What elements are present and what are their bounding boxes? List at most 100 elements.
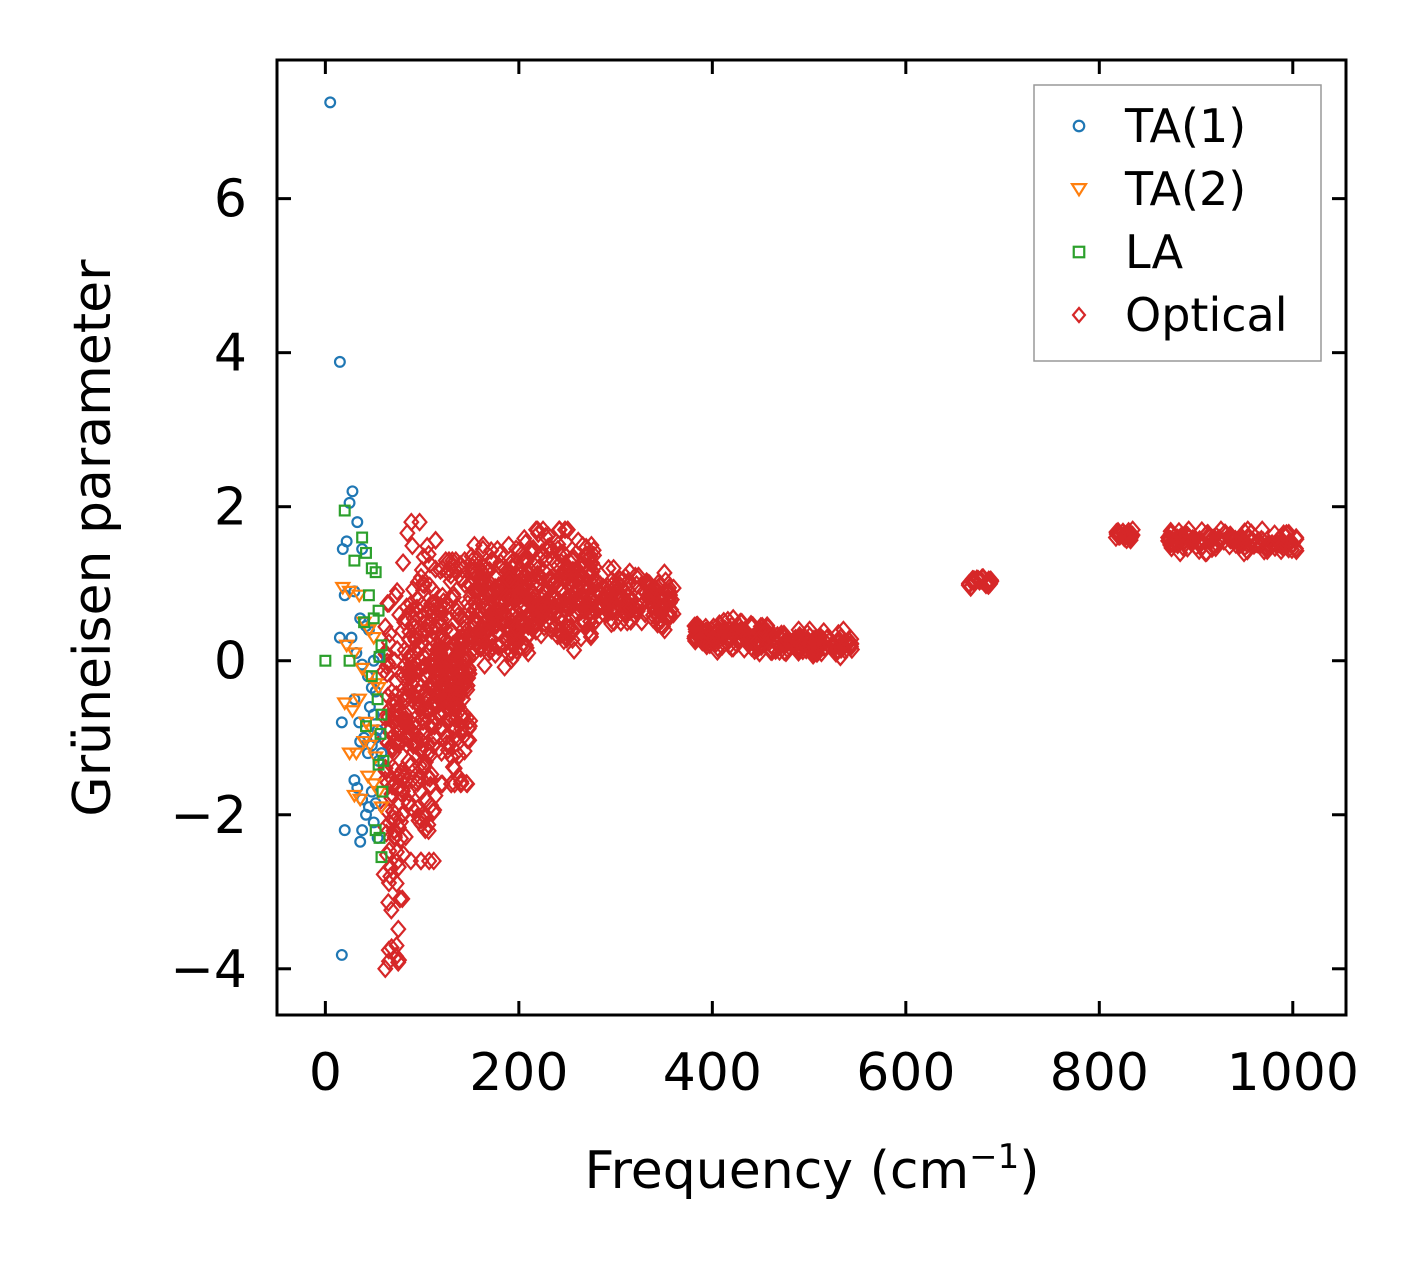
la-point [376, 785, 389, 798]
optical-point [449, 640, 467, 661]
optical-point [791, 625, 808, 646]
optical-point [534, 520, 552, 540]
ta1-point [338, 824, 351, 837]
ta1-point [356, 824, 369, 837]
ta1-point [351, 781, 364, 794]
optical-point [405, 609, 423, 629]
optical-point [440, 550, 458, 571]
optical-point [1203, 530, 1220, 550]
ta2-point [365, 631, 383, 646]
ta2-point [338, 639, 356, 654]
optical-point [437, 619, 454, 640]
la-point [362, 589, 375, 602]
x-tick-label: 0 [309, 1043, 342, 1103]
optical-point [400, 629, 418, 649]
optical-point [1239, 534, 1256, 555]
legend-marker [1072, 245, 1086, 259]
optical-point [432, 560, 449, 581]
ta1-point [354, 835, 367, 848]
optical-point [453, 569, 471, 589]
optical-point [377, 959, 394, 979]
legend-marker [1071, 306, 1087, 324]
optical-point [472, 638, 490, 659]
optical-point [515, 586, 532, 606]
optical-point [404, 536, 421, 556]
optical-point [701, 635, 719, 655]
optical-point [648, 606, 666, 626]
legend-label: LA [1125, 225, 1184, 279]
ta2-point [347, 747, 365, 762]
optical-point [775, 626, 793, 647]
optical-point [394, 552, 412, 573]
optical-point [1162, 529, 1179, 550]
optical-point [980, 571, 997, 591]
optical-point [575, 579, 593, 599]
optical-point [836, 640, 854, 661]
optical-point [400, 686, 417, 706]
y-tick-label: −4 [170, 940, 247, 1000]
optical-point [686, 616, 703, 636]
optical-point [491, 636, 508, 656]
series-optical [375, 512, 1305, 979]
optical-point [619, 587, 637, 608]
optical-point [399, 643, 416, 663]
optical-point [416, 575, 433, 595]
optical-point [622, 598, 639, 618]
optical-point [698, 621, 716, 641]
optical-point [711, 614, 728, 634]
optical-point [545, 586, 563, 607]
optical-point [454, 689, 472, 709]
optical-point [425, 851, 442, 871]
optical-point [447, 677, 465, 698]
ta2-point [353, 662, 371, 677]
optical-point [465, 643, 482, 664]
optical-point [585, 545, 603, 566]
optical-point [417, 700, 434, 721]
optical-point [419, 662, 437, 682]
optical-point [427, 530, 444, 550]
y-tick-label: 4 [214, 324, 247, 384]
optical-point [519, 643, 537, 663]
optical-point [387, 586, 404, 606]
optical-point [646, 601, 663, 621]
x-tick-label: 800 [1050, 1043, 1149, 1103]
optical-point [499, 629, 517, 650]
optical-point [385, 775, 403, 795]
optical-point [445, 657, 462, 677]
optical-point [963, 571, 980, 591]
optical-point [528, 603, 545, 623]
optical-point [498, 587, 515, 607]
optical-point [592, 596, 610, 616]
optical-point [445, 587, 463, 608]
x-axis-label: Frequency (cm−1) [584, 1137, 1039, 1201]
optical-point [412, 632, 430, 653]
optical-point [396, 688, 413, 708]
optical-point [811, 629, 828, 650]
optical-point [830, 623, 847, 644]
la-point [372, 758, 385, 771]
optical-point [659, 606, 677, 627]
optical-point [391, 889, 409, 909]
optical-point [377, 617, 394, 637]
series-la [319, 504, 390, 864]
optical-point [753, 616, 771, 636]
optical-point [591, 574, 609, 595]
optical-point [1275, 524, 1292, 545]
optical-point [511, 582, 528, 603]
ta2-point [359, 770, 377, 785]
x-tick-label: 600 [856, 1043, 955, 1103]
ta2-point [365, 778, 383, 792]
optical-point [555, 630, 573, 651]
optical-point [1222, 525, 1239, 545]
optical-point [428, 634, 445, 654]
optical-point [400, 659, 418, 679]
la-point [356, 531, 369, 544]
la-point [319, 654, 332, 667]
optical-point [828, 641, 846, 661]
optical-point [390, 950, 408, 970]
optical-point [544, 540, 561, 561]
optical-point [748, 631, 766, 652]
optical-point [561, 576, 578, 596]
optical-point [1110, 524, 1127, 544]
